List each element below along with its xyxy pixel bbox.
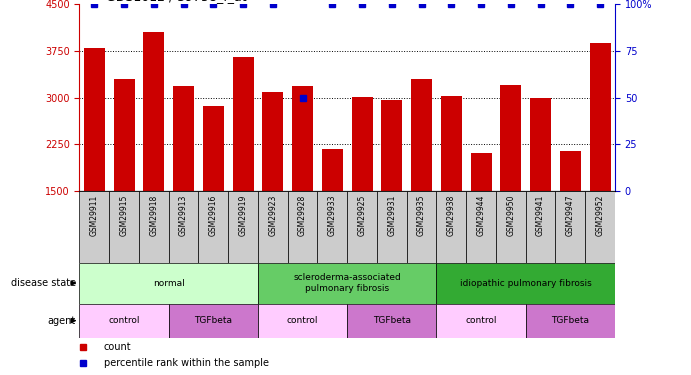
Bar bbox=[139, 191, 169, 262]
Bar bbox=[496, 191, 526, 262]
Bar bbox=[437, 304, 526, 338]
Text: percentile rank within the sample: percentile rank within the sample bbox=[104, 358, 269, 368]
Bar bbox=[437, 262, 615, 304]
Bar bbox=[114, 79, 135, 191]
Text: TGFbeta: TGFbeta bbox=[551, 316, 589, 325]
Text: GDS1012 / 39758_f_at: GDS1012 / 39758_f_at bbox=[106, 0, 247, 3]
Text: GSM29931: GSM29931 bbox=[388, 195, 397, 236]
Bar bbox=[556, 191, 585, 262]
Bar bbox=[322, 149, 343, 191]
Bar bbox=[79, 304, 169, 338]
Text: TGFbeta: TGFbeta bbox=[373, 316, 411, 325]
Bar bbox=[530, 98, 551, 191]
Text: GSM29952: GSM29952 bbox=[596, 195, 605, 236]
Text: idiopathic pulmonary fibrosis: idiopathic pulmonary fibrosis bbox=[460, 279, 591, 288]
Bar bbox=[79, 191, 109, 262]
Text: TGFbeta: TGFbeta bbox=[194, 316, 232, 325]
Bar bbox=[441, 96, 462, 191]
Bar bbox=[500, 85, 521, 191]
Text: GSM29950: GSM29950 bbox=[507, 195, 515, 236]
Bar bbox=[79, 262, 258, 304]
Text: control: control bbox=[465, 316, 497, 325]
Text: GSM29941: GSM29941 bbox=[536, 195, 545, 236]
Text: GSM29935: GSM29935 bbox=[417, 195, 426, 236]
Bar bbox=[437, 191, 466, 262]
Text: scleroderma-associated
pulmonary fibrosis: scleroderma-associated pulmonary fibrosi… bbox=[294, 273, 401, 293]
Bar bbox=[263, 92, 283, 191]
Bar bbox=[228, 191, 258, 262]
Text: GSM29938: GSM29938 bbox=[447, 195, 456, 236]
Bar bbox=[292, 86, 313, 191]
Text: disease state: disease state bbox=[11, 278, 76, 288]
Bar bbox=[233, 57, 254, 191]
Bar bbox=[585, 191, 615, 262]
Bar bbox=[317, 191, 347, 262]
Text: GSM29913: GSM29913 bbox=[179, 195, 188, 236]
Text: count: count bbox=[104, 342, 131, 352]
Bar bbox=[589, 43, 611, 191]
Text: agent: agent bbox=[48, 316, 76, 326]
Bar bbox=[471, 153, 491, 191]
Text: GSM29915: GSM29915 bbox=[120, 195, 129, 236]
Text: GSM29916: GSM29916 bbox=[209, 195, 218, 236]
Bar bbox=[258, 262, 437, 304]
Text: normal: normal bbox=[153, 279, 184, 288]
Text: GSM29944: GSM29944 bbox=[477, 195, 486, 236]
Bar bbox=[381, 100, 402, 191]
Text: control: control bbox=[287, 316, 319, 325]
Text: GSM29925: GSM29925 bbox=[358, 195, 367, 236]
Bar bbox=[198, 191, 228, 262]
Bar bbox=[526, 304, 615, 338]
Bar bbox=[352, 97, 372, 191]
Text: GSM29923: GSM29923 bbox=[268, 195, 277, 236]
Text: control: control bbox=[108, 316, 140, 325]
Bar bbox=[144, 32, 164, 191]
Bar bbox=[173, 86, 194, 191]
Text: GSM29928: GSM29928 bbox=[298, 195, 307, 236]
Text: GSM29918: GSM29918 bbox=[149, 195, 158, 236]
Bar bbox=[203, 106, 224, 191]
Text: GSM29947: GSM29947 bbox=[566, 195, 575, 236]
Bar bbox=[169, 304, 258, 338]
Bar bbox=[169, 191, 198, 262]
Text: GSM29933: GSM29933 bbox=[328, 195, 337, 236]
Bar bbox=[258, 191, 287, 262]
Bar bbox=[411, 80, 432, 191]
Bar bbox=[407, 191, 437, 262]
Bar bbox=[347, 191, 377, 262]
Text: GSM29919: GSM29919 bbox=[238, 195, 247, 236]
Bar bbox=[287, 191, 317, 262]
Bar bbox=[347, 304, 437, 338]
Bar bbox=[377, 191, 407, 262]
Bar bbox=[84, 48, 105, 191]
Bar bbox=[466, 191, 496, 262]
Bar bbox=[258, 304, 347, 338]
Bar bbox=[526, 191, 556, 262]
Bar bbox=[109, 191, 139, 262]
Text: GSM29911: GSM29911 bbox=[90, 195, 99, 236]
Bar bbox=[560, 151, 580, 191]
